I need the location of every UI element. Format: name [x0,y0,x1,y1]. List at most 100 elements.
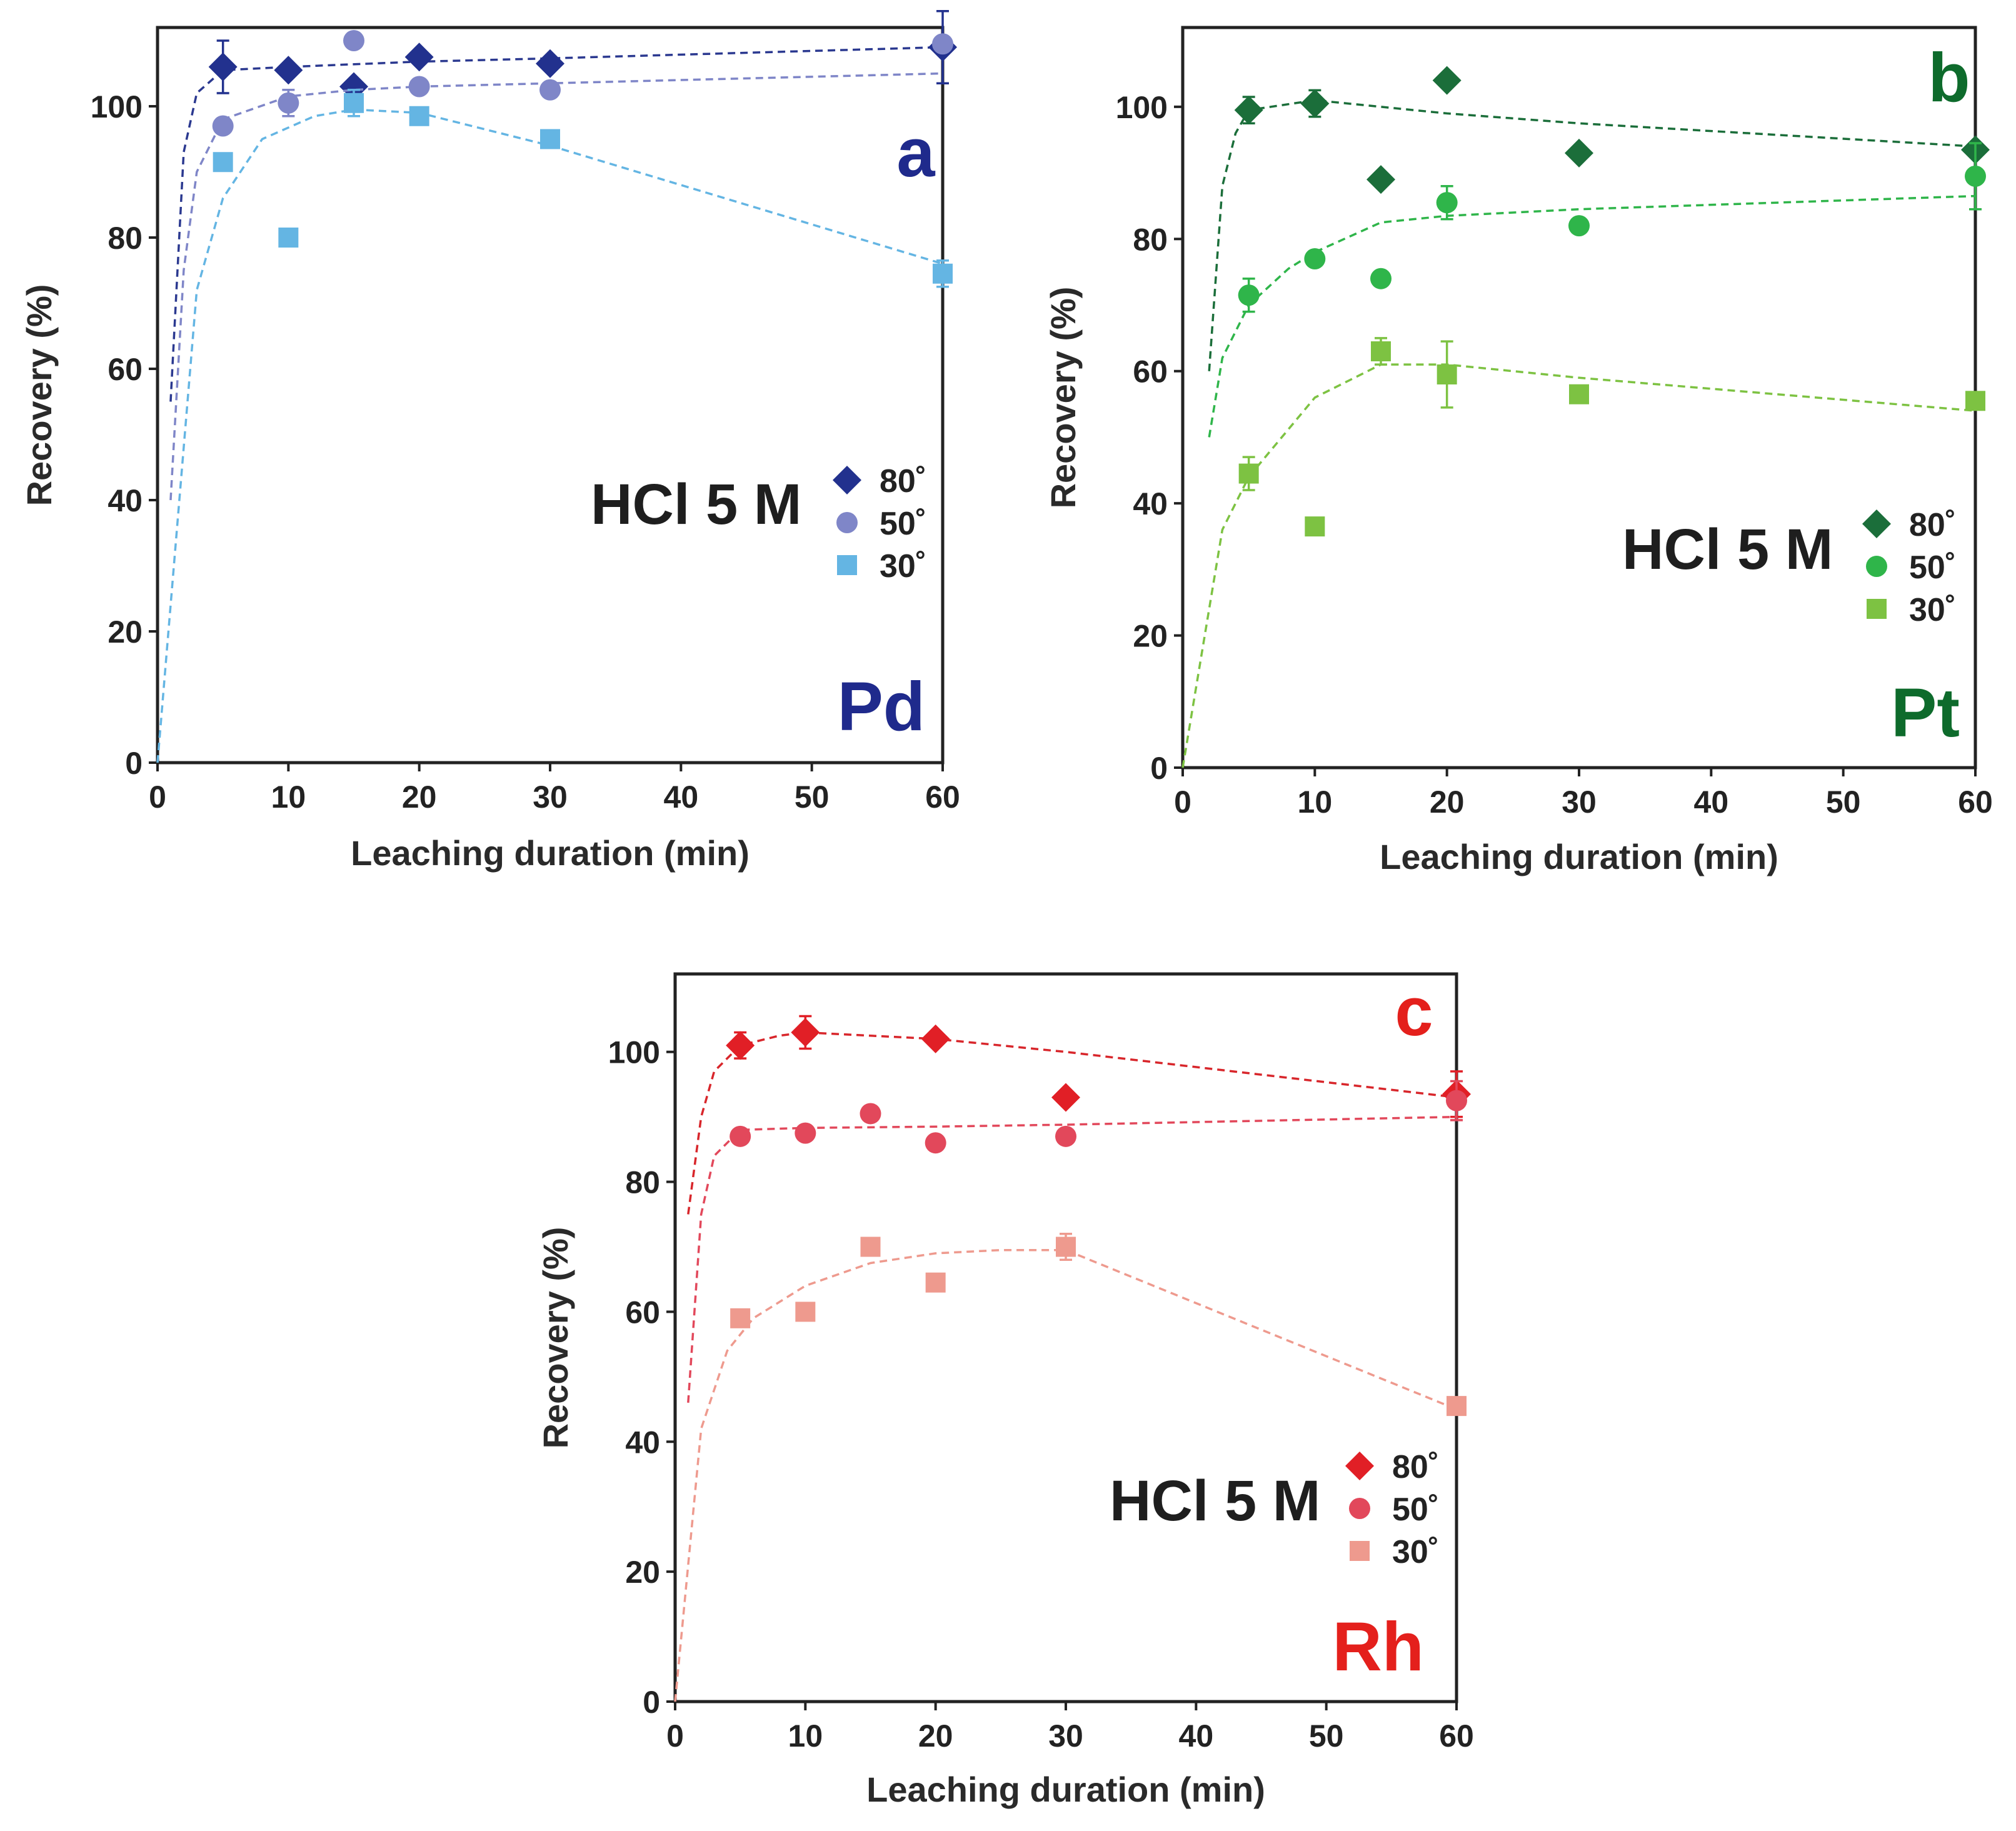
x-tick-label: 60 [1958,785,1993,820]
y-tick-label: 60 [625,1295,660,1330]
y-tick-label: 20 [108,615,143,650]
legend-marker [1866,556,1887,577]
legend-marker [1350,1541,1370,1561]
data-point [1569,384,1589,404]
element-label: Pt [1891,675,1960,751]
legend-marker [1349,1498,1370,1519]
data-point [1432,66,1462,95]
data-point [1447,1396,1467,1417]
data-point [344,93,364,113]
data-point [726,1031,755,1060]
x-tick-label: 50 [1309,1718,1344,1753]
data-point [536,49,564,78]
fit-curve [687,1031,1457,1215]
data-point [1304,248,1326,269]
data-point [932,33,953,55]
data-point [1965,391,1985,411]
data-point [1437,364,1457,384]
x-tick-label: 0 [1174,785,1191,820]
y-tick-label: 60 [1133,354,1168,389]
data-point [540,129,560,149]
data-point [1370,268,1392,289]
x-tick-label: 40 [1179,1718,1214,1753]
chart-panel-a: 0 10 20 30 40 50 60 0 20 40 60 80 100 Leaching durati… [19,10,960,873]
chart-panel-b: 0 10 20 30 40 50 60 0 20 40 60 80 100 Leaching durati… [1043,26,1993,876]
fit-curve [687,1115,1457,1403]
series-a-2 [156,89,953,763]
x-tick-label: 10 [271,780,306,815]
data-point [795,1122,816,1144]
series-c-1 [687,1080,1467,1403]
data-point [409,106,429,126]
y-tick-label: 20 [1133,619,1168,654]
series-c-0 [687,1015,1471,1215]
data-point [1305,516,1325,537]
data-point [1371,341,1391,361]
data-point [278,228,299,248]
fit-curve [156,108,943,763]
data-point [925,1132,946,1154]
data-point [791,1018,820,1047]
y-tick-label: 0 [1150,751,1168,786]
panel-letter: b [1928,39,1970,116]
fit-curve [169,46,943,402]
legend-label: 30˚ [880,548,926,584]
x-tick-label: 20 [918,1718,953,1753]
y-tick-label: 40 [625,1425,660,1460]
y-tick-label: 80 [108,221,143,256]
legend-marker [1867,599,1887,619]
data-point [730,1308,751,1328]
data-point [539,79,561,101]
legend-label: 30˚ [1909,592,1956,628]
x-tick-label: 40 [664,780,699,815]
x-axis-title: Leaching duration (min) [1380,837,1778,876]
data-point [1367,165,1395,194]
x-tick-label: 30 [533,780,568,815]
y-tick-label: 40 [1133,486,1168,521]
condition-annotation: HCl 5 M [1622,518,1833,581]
data-point [860,1103,881,1125]
x-tick-label: 10 [1298,785,1333,820]
data-point [921,1024,950,1053]
legend-marker [837,555,857,575]
series-b-2 [1181,337,1985,768]
x-tick-label: 30 [1562,785,1597,820]
x-tick-label: 0 [149,780,166,815]
series-b-1 [1208,142,1986,438]
data-point [1055,1125,1076,1147]
x-tick-label: 40 [1694,785,1729,820]
y-tick-label: 40 [108,483,143,518]
y-tick-label: 100 [91,89,143,124]
data-point [925,1272,946,1293]
data-point [404,43,434,72]
legend-label: 50˚ [1909,549,1956,586]
data-point [212,115,234,137]
x-tick-label: 50 [795,780,830,815]
element-label: Rh [1332,1608,1424,1685]
data-point [1446,1090,1467,1111]
y-tick-label: 0 [643,1685,660,1720]
x-tick-label: 50 [1826,785,1861,820]
data-point [795,1302,816,1322]
y-axis-title: Recovery (%) [1043,287,1083,509]
y-tick-label: 100 [1116,90,1168,125]
x-tick-label: 20 [1430,785,1465,820]
legend-marker [836,512,858,533]
chart-panel-c: 0 10 20 30 40 50 60 0 20 40 60 80 100 Leaching durati… [536,972,1474,1809]
y-tick-label: 0 [125,746,143,781]
element-label: Pd [837,668,925,745]
legend-label: 30˚ [1392,1534,1439,1570]
x-tick-label: 60 [1439,1718,1474,1753]
y-tick-label: 80 [1133,222,1168,257]
x-tick-label: 60 [925,780,960,815]
legend-label: 50˚ [880,506,926,542]
series-a-1 [169,30,953,501]
data-point [730,1125,751,1147]
legend-label: 80˚ [1392,1449,1439,1485]
y-tick-label: 80 [625,1165,660,1200]
data-point [213,152,233,173]
data-point [1568,215,1590,237]
data-point [1234,96,1263,125]
data-point [408,76,430,98]
